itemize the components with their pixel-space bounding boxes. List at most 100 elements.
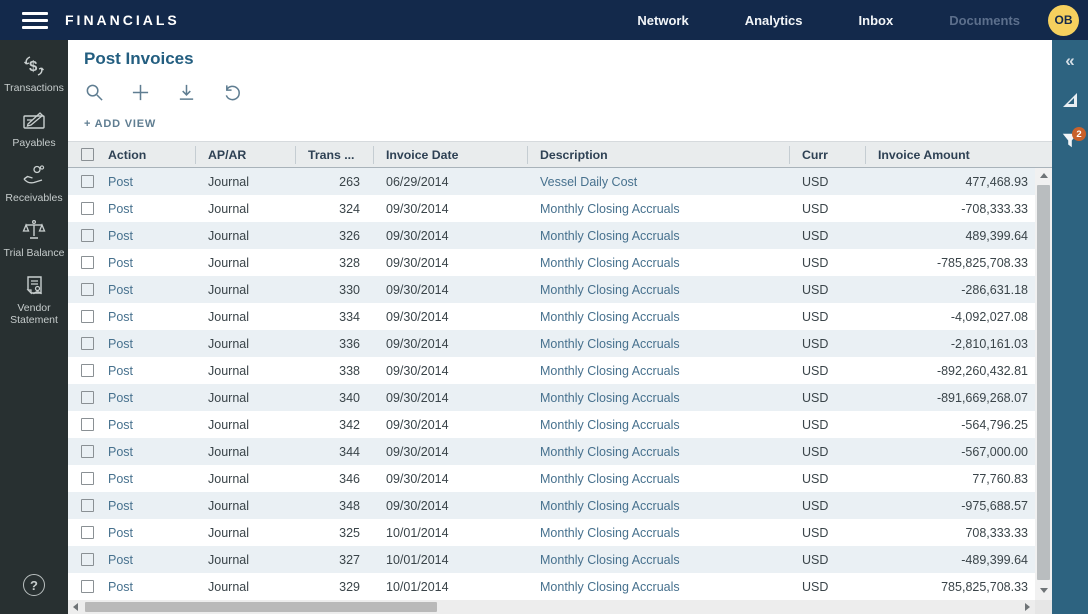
table-row[interactable]: Post Journal 324 09/30/2014 Monthly Clos… bbox=[68, 195, 1035, 222]
add-icon[interactable] bbox=[130, 82, 150, 102]
table-row[interactable]: Post Journal 325 10/01/2014 Monthly Clos… bbox=[68, 519, 1035, 546]
post-link[interactable]: Post bbox=[108, 363, 134, 378]
post-link[interactable]: Post bbox=[108, 417, 134, 432]
scroll-left-arrow-icon[interactable] bbox=[68, 600, 83, 614]
post-link[interactable]: Post bbox=[108, 498, 134, 513]
row-checkbox[interactable] bbox=[81, 337, 94, 350]
row-checkbox[interactable] bbox=[81, 526, 94, 539]
scroll-right-arrow-icon[interactable] bbox=[1020, 600, 1035, 614]
description-link[interactable]: Monthly Closing Accruals bbox=[540, 444, 680, 459]
table-row[interactable]: Post Journal 326 09/30/2014 Monthly Clos… bbox=[68, 222, 1035, 249]
post-link[interactable]: Post bbox=[108, 174, 134, 189]
undo-icon[interactable] bbox=[222, 82, 242, 102]
description-link[interactable]: Monthly Closing Accruals bbox=[540, 471, 680, 486]
row-checkbox[interactable] bbox=[81, 283, 94, 296]
vertical-scrollbar-thumb[interactable] bbox=[1037, 185, 1050, 580]
sidebar-item-receivables[interactable]: Receivables bbox=[1, 164, 67, 204]
column-header-action[interactable]: Action bbox=[96, 145, 196, 164]
row-checkbox[interactable] bbox=[81, 175, 94, 188]
description-link[interactable]: Monthly Closing Accruals bbox=[540, 525, 680, 540]
row-checkbox[interactable] bbox=[81, 202, 94, 215]
table-row[interactable]: Post Journal 329 10/01/2014 Monthly Clos… bbox=[68, 573, 1035, 600]
sidebar-item-transactions[interactable]: $ Transactions bbox=[1, 54, 67, 94]
description-link[interactable]: Monthly Closing Accruals bbox=[540, 417, 680, 432]
column-header-curr[interactable]: Curr bbox=[790, 145, 866, 164]
row-checkbox[interactable] bbox=[81, 256, 94, 269]
post-link[interactable]: Post bbox=[108, 579, 134, 594]
nav-item-analytics[interactable]: Analytics bbox=[744, 12, 803, 28]
avatar[interactable]: OB bbox=[1048, 4, 1079, 36]
set-square-tool-button[interactable] bbox=[1052, 80, 1088, 120]
sidebar-item-trial-balance[interactable]: Trial Balance bbox=[1, 219, 67, 259]
row-checkbox[interactable] bbox=[81, 391, 94, 404]
nav-item-documents[interactable]: Documents bbox=[949, 12, 1020, 28]
description-link[interactable]: Monthly Closing Accruals bbox=[540, 228, 680, 243]
select-all-checkbox[interactable] bbox=[81, 148, 94, 161]
description-link[interactable]: Monthly Closing Accruals bbox=[540, 498, 680, 513]
column-header-apar[interactable]: AP/AR bbox=[196, 145, 296, 164]
description-link[interactable]: Vessel Daily Cost bbox=[540, 174, 638, 189]
row-checkbox[interactable] bbox=[81, 229, 94, 242]
table-row[interactable]: Post Journal 263 06/29/2014 Vessel Daily… bbox=[68, 168, 1035, 195]
table-row[interactable]: Post Journal 327 10/01/2014 Monthly Clos… bbox=[68, 546, 1035, 573]
column-header-invoice-date[interactable]: Invoice Date bbox=[374, 145, 528, 164]
filter-button[interactable]: 2 bbox=[1052, 120, 1088, 160]
hamburger-menu-icon[interactable] bbox=[22, 11, 48, 29]
horizontal-scrollbar[interactable] bbox=[68, 600, 1052, 614]
post-link[interactable]: Post bbox=[108, 444, 134, 459]
description-link[interactable]: Monthly Closing Accruals bbox=[540, 282, 680, 297]
table-row[interactable]: Post Journal 340 09/30/2014 Monthly Clos… bbox=[68, 384, 1035, 411]
scroll-down-arrow-icon[interactable] bbox=[1035, 583, 1052, 598]
row-checkbox[interactable] bbox=[81, 418, 94, 431]
sidebar-item-payables[interactable]: Payables bbox=[1, 109, 67, 149]
post-link[interactable]: Post bbox=[108, 309, 134, 324]
table-row[interactable]: Post Journal 344 09/30/2014 Monthly Clos… bbox=[68, 438, 1035, 465]
download-icon[interactable] bbox=[176, 82, 196, 102]
description-link[interactable]: Monthly Closing Accruals bbox=[540, 390, 680, 405]
column-header-invoice-amount[interactable]: Invoice Amount bbox=[878, 147, 970, 162]
post-link[interactable]: Post bbox=[108, 282, 134, 297]
column-header-description[interactable]: Description bbox=[528, 145, 790, 164]
post-link[interactable]: Post bbox=[108, 201, 134, 216]
column-header-trans[interactable]: Trans ... bbox=[296, 145, 374, 164]
table-row[interactable]: Post Journal 348 09/30/2014 Monthly Clos… bbox=[68, 492, 1035, 519]
post-link[interactable]: Post bbox=[108, 255, 134, 270]
description-link[interactable]: Monthly Closing Accruals bbox=[540, 579, 680, 594]
row-checkbox[interactable] bbox=[81, 499, 94, 512]
table-row[interactable]: Post Journal 328 09/30/2014 Monthly Clos… bbox=[68, 249, 1035, 276]
row-checkbox[interactable] bbox=[81, 580, 94, 593]
description-link[interactable]: Monthly Closing Accruals bbox=[540, 201, 680, 216]
description-link[interactable]: Monthly Closing Accruals bbox=[540, 309, 680, 324]
table-row[interactable]: Post Journal 342 09/30/2014 Monthly Clos… bbox=[68, 411, 1035, 438]
post-link[interactable]: Post bbox=[108, 471, 134, 486]
search-icon[interactable] bbox=[84, 82, 104, 102]
post-link[interactable]: Post bbox=[108, 390, 134, 405]
nav-item-network[interactable]: Network bbox=[637, 12, 689, 28]
post-link[interactable]: Post bbox=[108, 336, 134, 351]
row-checkbox[interactable] bbox=[81, 445, 94, 458]
description-link[interactable]: Monthly Closing Accruals bbox=[540, 552, 680, 567]
post-link[interactable]: Post bbox=[108, 552, 134, 567]
horizontal-scrollbar-thumb[interactable] bbox=[85, 602, 437, 612]
description-link[interactable]: Monthly Closing Accruals bbox=[540, 336, 680, 351]
table-row[interactable]: Post Journal 338 09/30/2014 Monthly Clos… bbox=[68, 357, 1035, 384]
table-row[interactable]: Post Journal 330 09/30/2014 Monthly Clos… bbox=[68, 276, 1035, 303]
table-row[interactable]: Post Journal 334 09/30/2014 Monthly Clos… bbox=[68, 303, 1035, 330]
table-row[interactable]: Post Journal 336 09/30/2014 Monthly Clos… bbox=[68, 330, 1035, 357]
row-checkbox[interactable] bbox=[81, 553, 94, 566]
row-checkbox[interactable] bbox=[81, 364, 94, 377]
description-link[interactable]: Monthly Closing Accruals bbox=[540, 363, 680, 378]
nav-item-inbox[interactable]: Inbox bbox=[858, 12, 894, 28]
row-checkbox[interactable] bbox=[81, 472, 94, 485]
row-checkbox[interactable] bbox=[81, 310, 94, 323]
help-icon[interactable]: ? bbox=[23, 574, 45, 596]
sidebar-item-vendor-statement[interactable]: Vendor Statement bbox=[1, 274, 67, 326]
vertical-scrollbar[interactable] bbox=[1035, 168, 1052, 600]
table-row[interactable]: Post Journal 346 09/30/2014 Monthly Clos… bbox=[68, 465, 1035, 492]
post-link[interactable]: Post bbox=[108, 228, 134, 243]
post-link[interactable]: Post bbox=[108, 525, 134, 540]
description-link[interactable]: Monthly Closing Accruals bbox=[540, 255, 680, 270]
add-view-button[interactable]: + ADD VIEW bbox=[84, 118, 157, 130]
collapse-panel-button[interactable]: « bbox=[1052, 40, 1088, 80]
scroll-up-arrow-icon[interactable] bbox=[1035, 168, 1052, 183]
